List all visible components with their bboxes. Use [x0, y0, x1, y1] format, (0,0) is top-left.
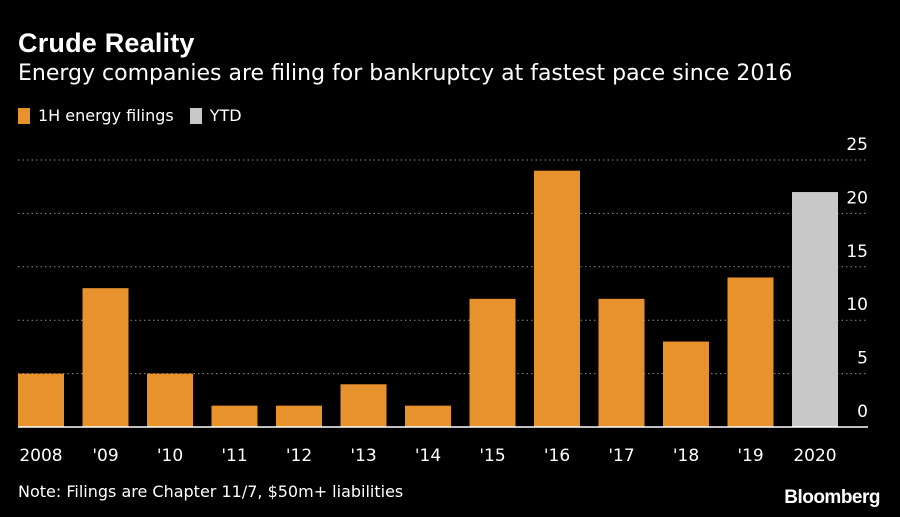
bar: [534, 170, 580, 427]
bloomberg-logo: Bloomberg: [784, 487, 880, 508]
x-tick-label: '14: [415, 446, 441, 466]
footnote: Note: Filings are Chapter 11/7, $50m+ li…: [18, 482, 404, 501]
bar: [276, 405, 322, 427]
x-tick-label: '10: [157, 446, 183, 466]
x-tick-label: '18: [673, 446, 699, 466]
x-tick-label: '16: [544, 446, 570, 466]
bar: [82, 288, 129, 427]
bar: [469, 298, 516, 427]
x-tick-label: 2020: [793, 446, 836, 466]
x-axis-ticks: 2008 '09 '10 '11 '12 '13 '14 '15 '16 '17 '18 '19 202…: [19, 446, 836, 466]
y-axis-ticks: 0 5 10 15 20 25: [846, 135, 868, 422]
legend-item-1h-energy-filings: 1H energy filings: [18, 106, 174, 125]
x-tick-label: '17: [608, 446, 634, 466]
bar: [405, 405, 451, 427]
y-tick-label: 0: [857, 402, 868, 422]
bar: [18, 373, 64, 427]
x-tick-label: '09: [92, 446, 118, 466]
y-tick-label: 10: [846, 295, 868, 315]
bar: [663, 341, 709, 427]
y-tick-label: 20: [846, 188, 868, 208]
legend-label: YTD: [209, 106, 242, 125]
x-tick-label: '12: [286, 446, 312, 466]
legend-label: 1H energy filings: [38, 106, 174, 125]
x-tick-label: '11: [221, 446, 247, 466]
x-tick-label: '19: [737, 446, 763, 466]
bar: [727, 277, 774, 427]
bars: [18, 170, 838, 427]
bar: [147, 373, 193, 427]
bar: [211, 405, 258, 427]
legend-item-ytd: YTD: [189, 106, 242, 125]
y-tick-label: 5: [857, 349, 868, 369]
legend-swatch: [18, 107, 30, 124]
x-tick-label: '13: [350, 446, 376, 466]
bar: [792, 192, 838, 427]
y-tick-label: 15: [846, 242, 868, 262]
bar: [598, 298, 645, 427]
x-tick-label: '15: [479, 446, 505, 466]
x-tick-label: 2008: [19, 446, 62, 466]
legend: 1H energy filings YTD: [18, 106, 258, 125]
y-tick-label: 25: [846, 135, 868, 155]
chart-subtitle: Energy companies are filing for bankrupt…: [18, 61, 793, 86]
legend-swatch: [189, 107, 202, 124]
chart-title: Crude Reality: [18, 28, 195, 58]
bar: [340, 384, 387, 427]
